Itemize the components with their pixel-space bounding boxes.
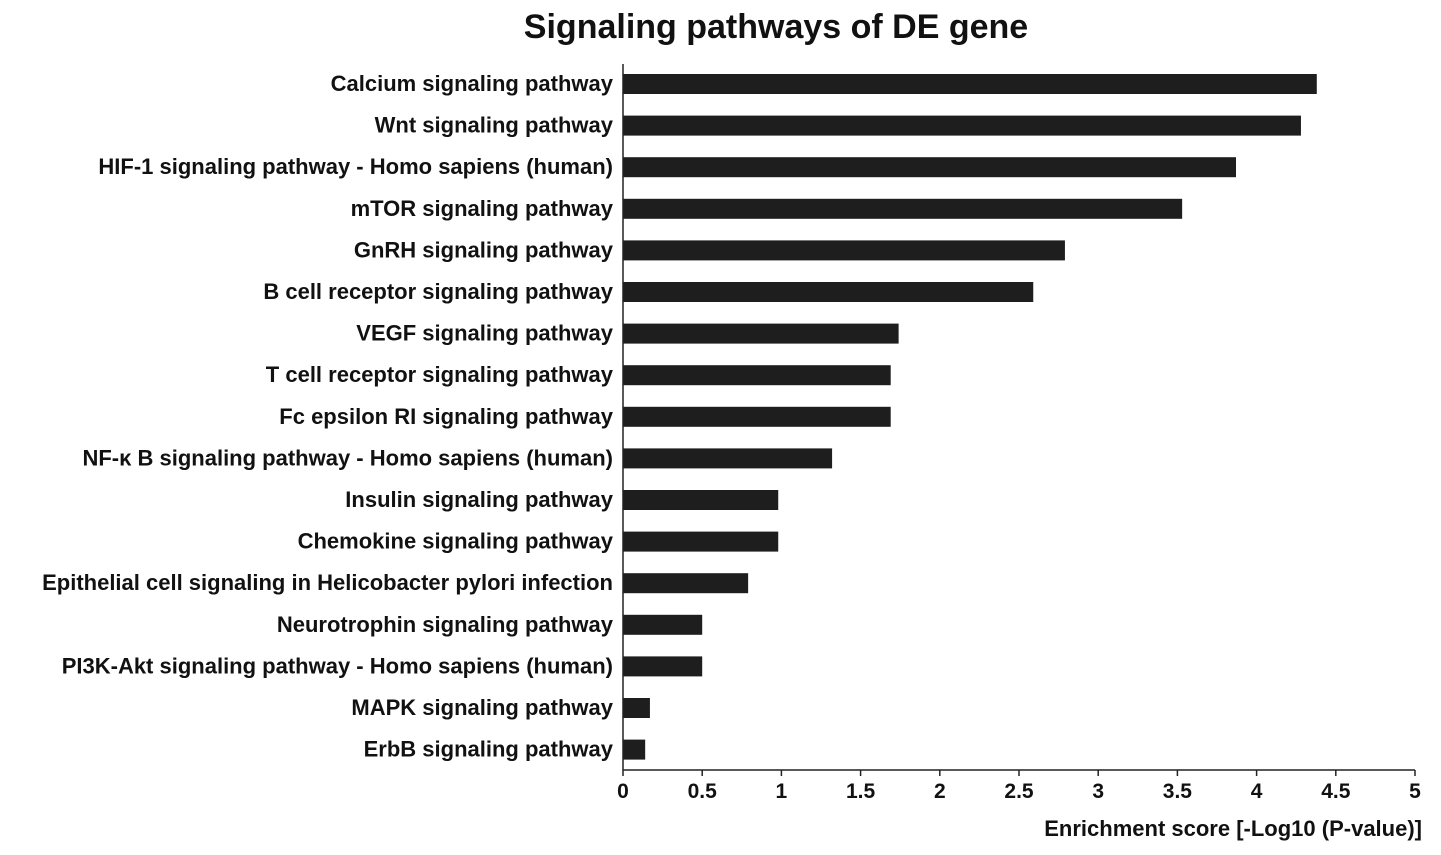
x-tick-label: 4.5 — [1321, 780, 1351, 803]
category-label: Epithelial cell signaling in Helicobacte… — [42, 570, 613, 595]
bar — [623, 282, 1034, 302]
x-tick-label: 0.5 — [688, 780, 718, 803]
bar — [623, 240, 1065, 261]
category-label: B cell receptor signaling pathway — [263, 279, 613, 304]
x-axis-ticks: 0 0.5 1 1.5 2 2.5 3 3.5 4 4.5 5 — [617, 770, 1421, 803]
x-tick-label: 2 — [934, 780, 946, 803]
category-label: Wnt signaling pathway — [375, 113, 614, 138]
category-label: MAPK signaling pathway — [351, 695, 613, 720]
bars-layer — [623, 74, 1317, 760]
bar — [623, 490, 779, 510]
chart-title: Signaling pathways of DE gene — [524, 8, 1028, 46]
category-label: Insulin signaling pathway — [345, 487, 613, 512]
category-label: VEGF signaling pathway — [356, 321, 613, 346]
bar — [623, 115, 1301, 136]
bar — [623, 365, 891, 386]
x-tick-label: 2.5 — [1004, 780, 1034, 803]
category-label: mTOR signaling pathway — [351, 196, 614, 221]
bar — [623, 448, 833, 469]
category-label: HIF-1 signaling pathway - Homo sapiens (… — [98, 154, 613, 179]
bar — [623, 573, 749, 594]
bar — [623, 614, 703, 635]
bar — [623, 698, 650, 718]
bar — [623, 198, 1183, 219]
x-tick-label: 5 — [1409, 780, 1421, 803]
bar — [623, 656, 703, 677]
bar — [623, 323, 899, 344]
x-axis-title: Enrichment score [-Log10 (P-value)] — [1044, 816, 1422, 841]
bar — [623, 739, 646, 760]
category-label: Chemokine signaling pathway — [298, 529, 614, 554]
x-tick-label: 0 — [617, 780, 629, 803]
category-label: PI3K-Akt signaling pathway - Homo sapien… — [62, 653, 613, 678]
category-label: GnRH signaling pathway — [354, 237, 614, 262]
category-label: Neurotrophin signaling pathway — [277, 612, 614, 637]
category-label: ErbB signaling pathway — [364, 737, 614, 762]
x-tick-label: 3.5 — [1163, 780, 1193, 803]
x-tick-label: 1 — [776, 780, 788, 803]
bar — [623, 531, 779, 552]
category-label: T cell receptor signaling pathway — [266, 362, 614, 387]
category-label: Fc epsilon RI signaling pathway — [279, 404, 613, 429]
category-label: Calcium signaling pathway — [331, 71, 614, 96]
x-tick-label: 4 — [1251, 780, 1263, 803]
x-tick-label: 1.5 — [846, 780, 876, 803]
category-label: NF-κ B signaling pathway - Homo sapiens … — [82, 445, 613, 470]
category-labels: Calcium signaling pathway Wnt signaling p… — [42, 71, 614, 762]
bar — [623, 406, 891, 427]
bar — [623, 74, 1317, 94]
bar — [623, 157, 1237, 178]
x-tick-label: 3 — [1092, 780, 1104, 803]
